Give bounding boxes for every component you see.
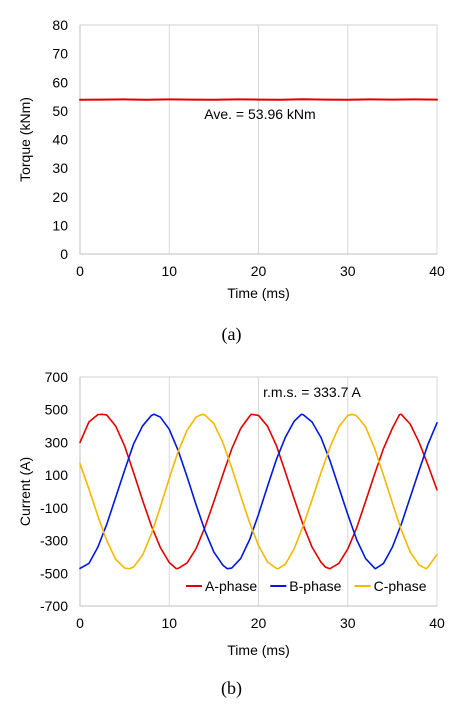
chart-b-current: 0 10 20 30 40 700 500 300 100 -100 -300 -500 -700 Tim… — [17, 369, 445, 699]
legend-item: C-phase — [354, 578, 427, 594]
legend-label: A-phase — [205, 578, 257, 594]
panel-label: (a) — [222, 324, 242, 345]
legend-item: B-phase — [270, 578, 342, 594]
y-tick-label: 80 — [52, 17, 68, 33]
y-tick-label: 100 — [45, 467, 69, 483]
legend-label: C-phase — [374, 578, 427, 594]
legend-item: A-phase — [186, 578, 257, 594]
x-tick-label: 0 — [76, 615, 84, 631]
y-tick-label: 60 — [52, 74, 68, 90]
y-tick-label: -500 — [40, 565, 68, 581]
x-tick-label: 20 — [251, 263, 267, 279]
y-tick-label: -300 — [40, 533, 68, 549]
y-tick-label: 300 — [45, 434, 69, 450]
panel-label: (b) — [221, 678, 242, 699]
y-tick-label: 0 — [60, 246, 68, 262]
y-axis-title: Current (A) — [17, 457, 33, 526]
y-tick-label: 30 — [52, 160, 68, 176]
x-tick-label: 0 — [76, 263, 84, 279]
x-tick-label: 10 — [161, 263, 177, 279]
x-tick-label: 30 — [340, 615, 356, 631]
x-tick-label: 10 — [161, 615, 177, 631]
y-tick-label: 500 — [45, 402, 69, 418]
x-tick-label: 20 — [251, 615, 267, 631]
y-tick-label: 20 — [52, 189, 68, 205]
annotation-label: Ave. = 53.96 kNm — [204, 106, 315, 122]
annotation-label: r.m.s. = 333.7 A — [263, 384, 361, 400]
y-tick-label: -700 — [40, 598, 68, 614]
series-line-c-phase — [79, 413, 438, 570]
y-tick-label: 700 — [45, 369, 69, 385]
chart-a-torque: 0 10 20 30 40 0 10 20 30 40 50 60 70 80 Time (ms) Torqu… — [17, 17, 445, 345]
x-tick-label: 30 — [340, 263, 356, 279]
y-tick-label: 40 — [52, 132, 68, 148]
y-tick-label: 10 — [52, 217, 68, 233]
y-tick-label: 70 — [52, 46, 68, 62]
y-tick-label: -100 — [40, 500, 68, 516]
legend-label: B-phase — [289, 578, 341, 594]
x-tick-label: 40 — [429, 615, 445, 631]
x-tick-label: 40 — [429, 263, 445, 279]
x-axis-title: Time (ms) — [227, 642, 289, 658]
y-axis-title: Torque (kNm) — [17, 97, 33, 182]
y-tick-label: 50 — [52, 103, 68, 119]
series-line-b-phase — [79, 413, 438, 570]
x-axis-title: Time (ms) — [227, 285, 289, 301]
